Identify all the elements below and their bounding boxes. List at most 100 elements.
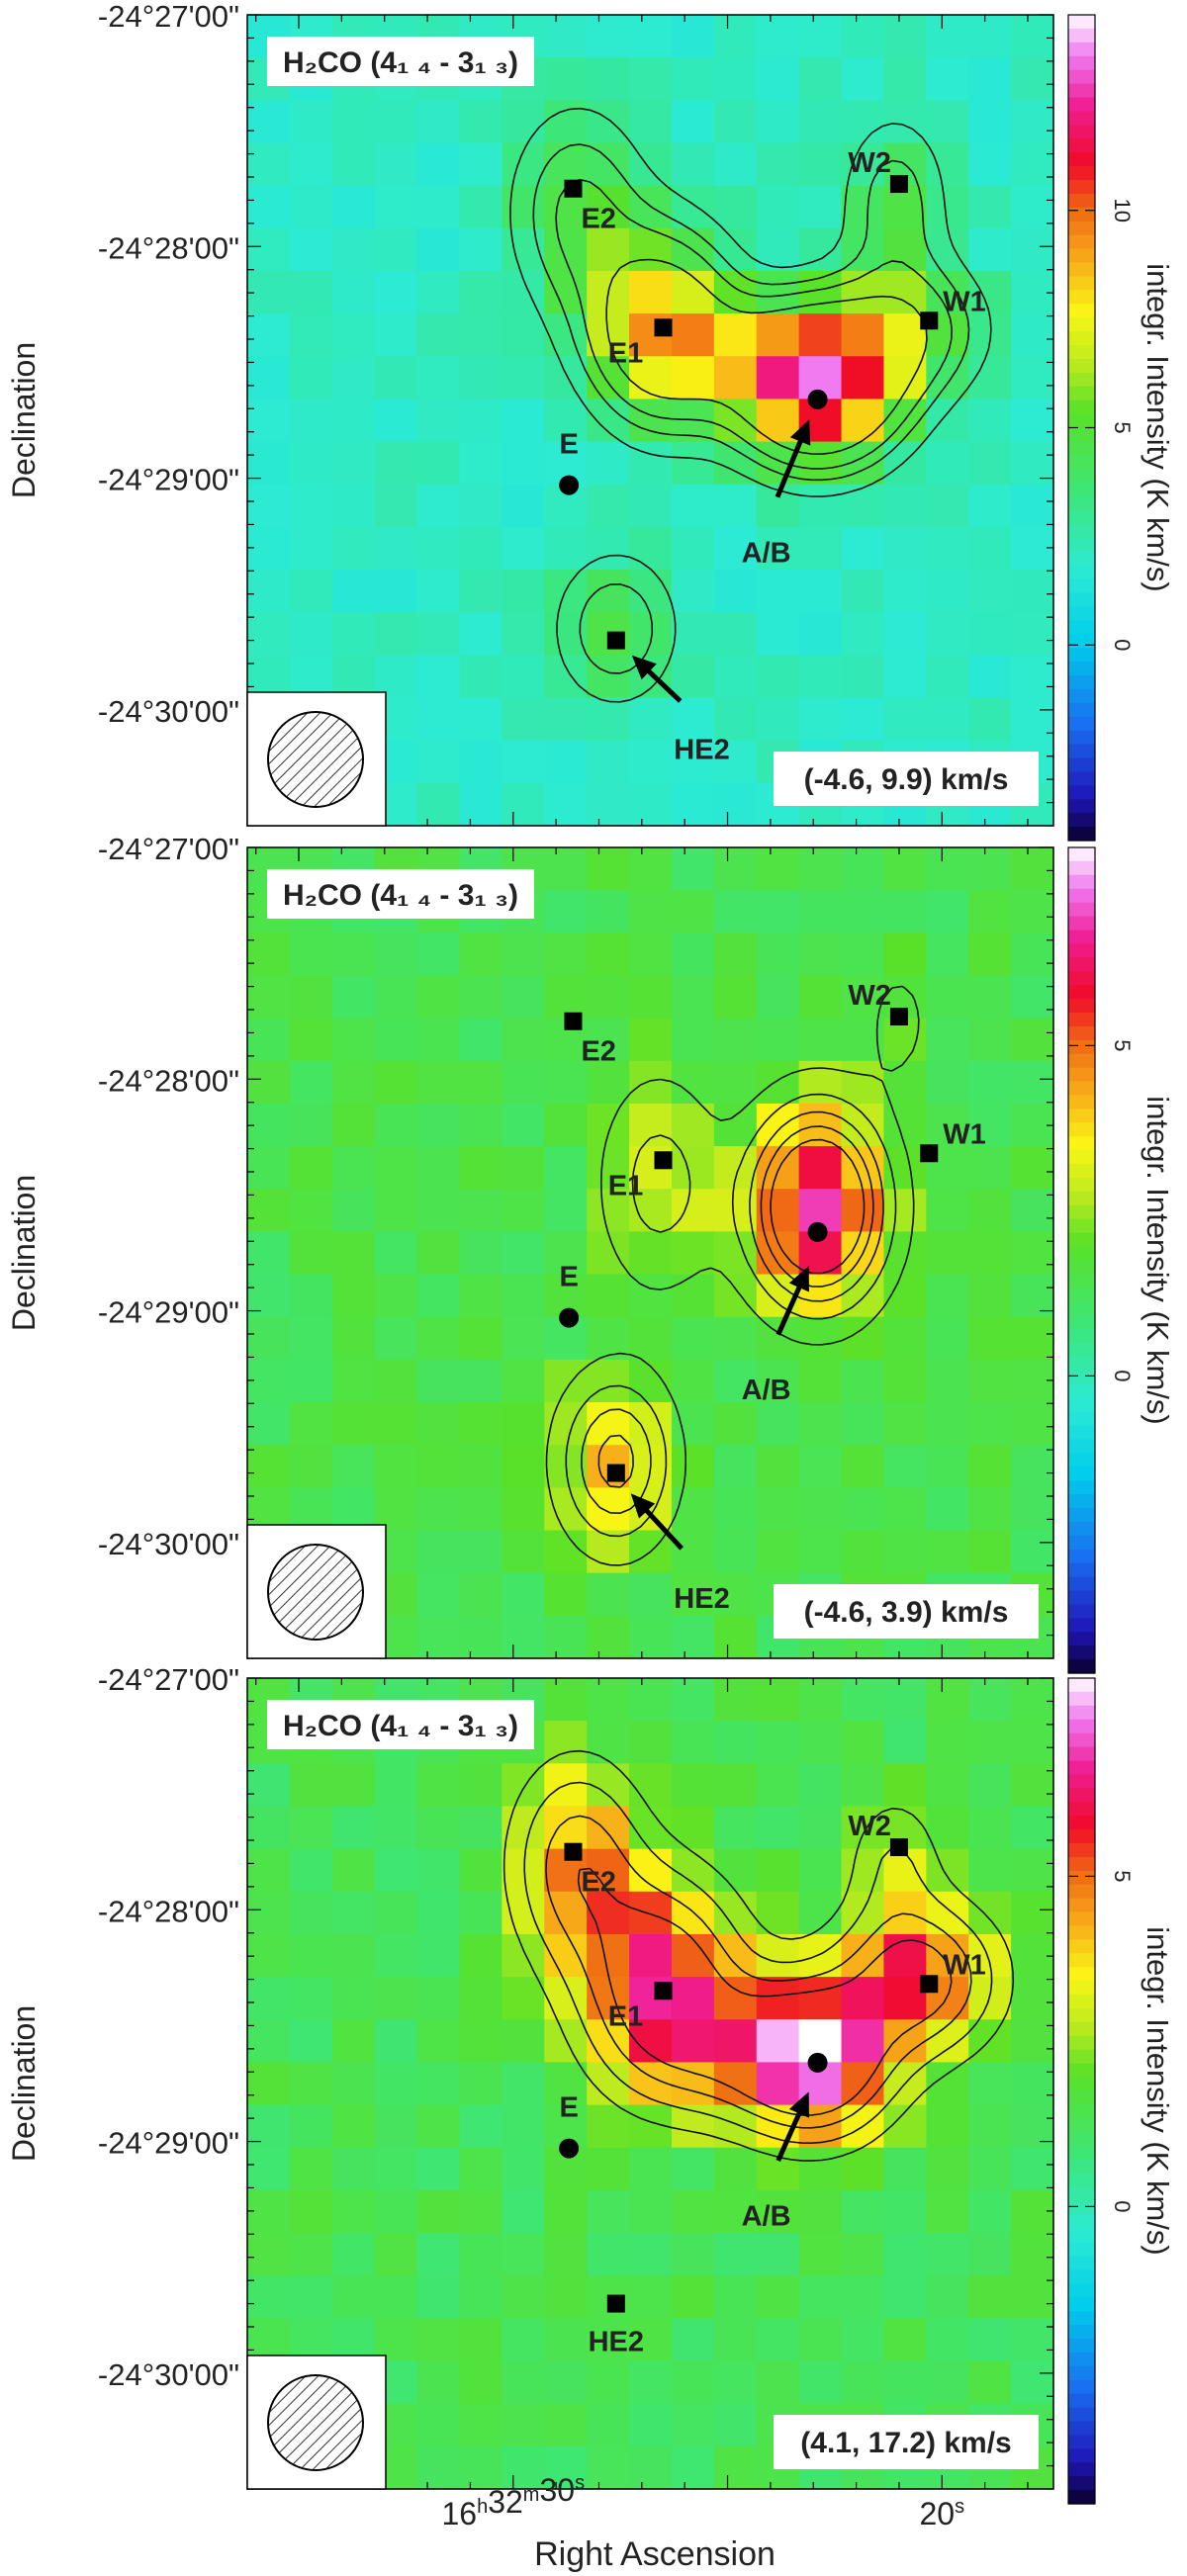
map-pixel [968, 1231, 1012, 1276]
map-pixel [331, 1763, 376, 1808]
map-pixel [331, 1933, 376, 1978]
map-pixel [459, 2318, 502, 2362]
map-pixel [289, 2233, 333, 2276]
map-pixel [713, 975, 758, 1020]
map-pixel [416, 185, 461, 229]
map-pixel [1011, 484, 1054, 528]
map-pixel [629, 1891, 673, 1935]
map-pixel [247, 2019, 291, 2064]
map-pixel [544, 356, 588, 400]
map-pixel [883, 570, 927, 613]
colorbar: 0 5 integr. Intensity (K km/s) [1067, 846, 1175, 1674]
colorbar-step [1068, 1315, 1095, 1330]
colorbar-step [1068, 83, 1095, 99]
arrow-shaft [776, 1277, 806, 1336]
map-pixel [416, 1274, 461, 1318]
map-pixel [629, 1933, 673, 1978]
map-pixel [926, 1018, 969, 1062]
colorbar-step [1068, 2393, 1095, 2409]
map-pixel [841, 2275, 885, 2319]
map-pixel [374, 1231, 418, 1276]
map-pixel [968, 1806, 1012, 1850]
map-pixel [544, 782, 588, 827]
map-pixel [713, 612, 758, 656]
map-pixel [331, 1977, 376, 2020]
map-pixel [459, 1146, 502, 1190]
map-pixel [841, 2147, 885, 2191]
colorbar-step [1068, 455, 1095, 470]
panel-3: -24°27'00" -24°28'00" -24°29'00" -24°30'00"… [6, 1662, 1175, 2505]
map-pixel [883, 2189, 927, 2234]
map-pixel [629, 270, 673, 314]
map-pixel [883, 2318, 927, 2362]
map-pixel [502, 782, 545, 827]
colorbar-step [1068, 1632, 1095, 1646]
map-pixel [629, 15, 673, 58]
colorbar-step [1068, 943, 1095, 958]
beam-hatched-circle-icon [246, 2354, 387, 2490]
colorbar-tick-label: 0 [1110, 2200, 1135, 2212]
map-pixel [1011, 933, 1054, 977]
map-pixel [671, 697, 715, 742]
map-pixel [374, 2275, 418, 2319]
map-pixel [289, 1402, 333, 1446]
map-pixel [756, 1445, 800, 1488]
colorbar-tick-label: 10 [1110, 199, 1135, 222]
map-pixel [883, 2233, 927, 2276]
map-pixel [926, 1806, 969, 1850]
map-pixel [544, 2019, 588, 2064]
map-pixel [713, 484, 758, 528]
contour-line [545, 1815, 972, 2129]
map-pixel [671, 2318, 715, 2362]
map-pixel [1011, 100, 1054, 144]
colorbar-step [1068, 1053, 1095, 1069]
map-pixel [544, 1891, 588, 1935]
map-pixel [671, 1977, 715, 2020]
map-pixel [968, 2147, 1012, 2191]
square-marker-icon [564, 1012, 583, 1030]
map-pixel [713, 890, 758, 933]
map-pixel [374, 484, 418, 528]
map-pixel [968, 1848, 1012, 1893]
map-pixel [587, 484, 630, 528]
map-pixel [502, 100, 545, 144]
map-pixel [544, 655, 588, 699]
map-pixel [289, 1359, 333, 1403]
map-pixel [798, 57, 843, 101]
map-pixel [756, 2147, 800, 2191]
map-pixel [756, 612, 800, 656]
map-pixel [841, 570, 885, 613]
map-pixel [331, 484, 376, 528]
map-pixel [416, 2318, 461, 2362]
map-pixel [671, 1615, 715, 1659]
map-pixel [756, 57, 800, 101]
circle-marker-icon [559, 2138, 580, 2159]
colorbar-step [1068, 2256, 1095, 2271]
colorbar-step [1068, 400, 1095, 415]
map-pixel [926, 2275, 969, 2319]
map-pixel [841, 2062, 885, 2106]
map-pixel [416, 313, 461, 357]
map-pixel [671, 1103, 715, 1147]
colorbar-step [1068, 2297, 1095, 2312]
map-pixel [289, 526, 333, 571]
map-pixel [629, 2360, 673, 2405]
map-pixel [713, 526, 758, 571]
map-pixel [926, 2189, 969, 2234]
map-pixel [926, 1359, 969, 1403]
map-pixel [459, 1274, 502, 1318]
source-label: A/B [742, 2200, 791, 2232]
map-pixel [459, 2275, 502, 2319]
map-pixel [713, 57, 758, 101]
map-pixel [587, 1274, 630, 1318]
colorbar-step [1068, 1025, 1095, 1041]
colorbar-frame [1067, 846, 1096, 1674]
source-label: W2 [848, 1811, 891, 1842]
source-ab: A/B [742, 2052, 828, 2232]
source-w1: W1 [920, 286, 986, 330]
colorbar-step [1068, 2435, 1095, 2449]
map-pixel [289, 570, 333, 613]
map-pixel [289, 1933, 333, 1978]
map-pixel [331, 142, 376, 187]
map-pixel [247, 399, 291, 443]
